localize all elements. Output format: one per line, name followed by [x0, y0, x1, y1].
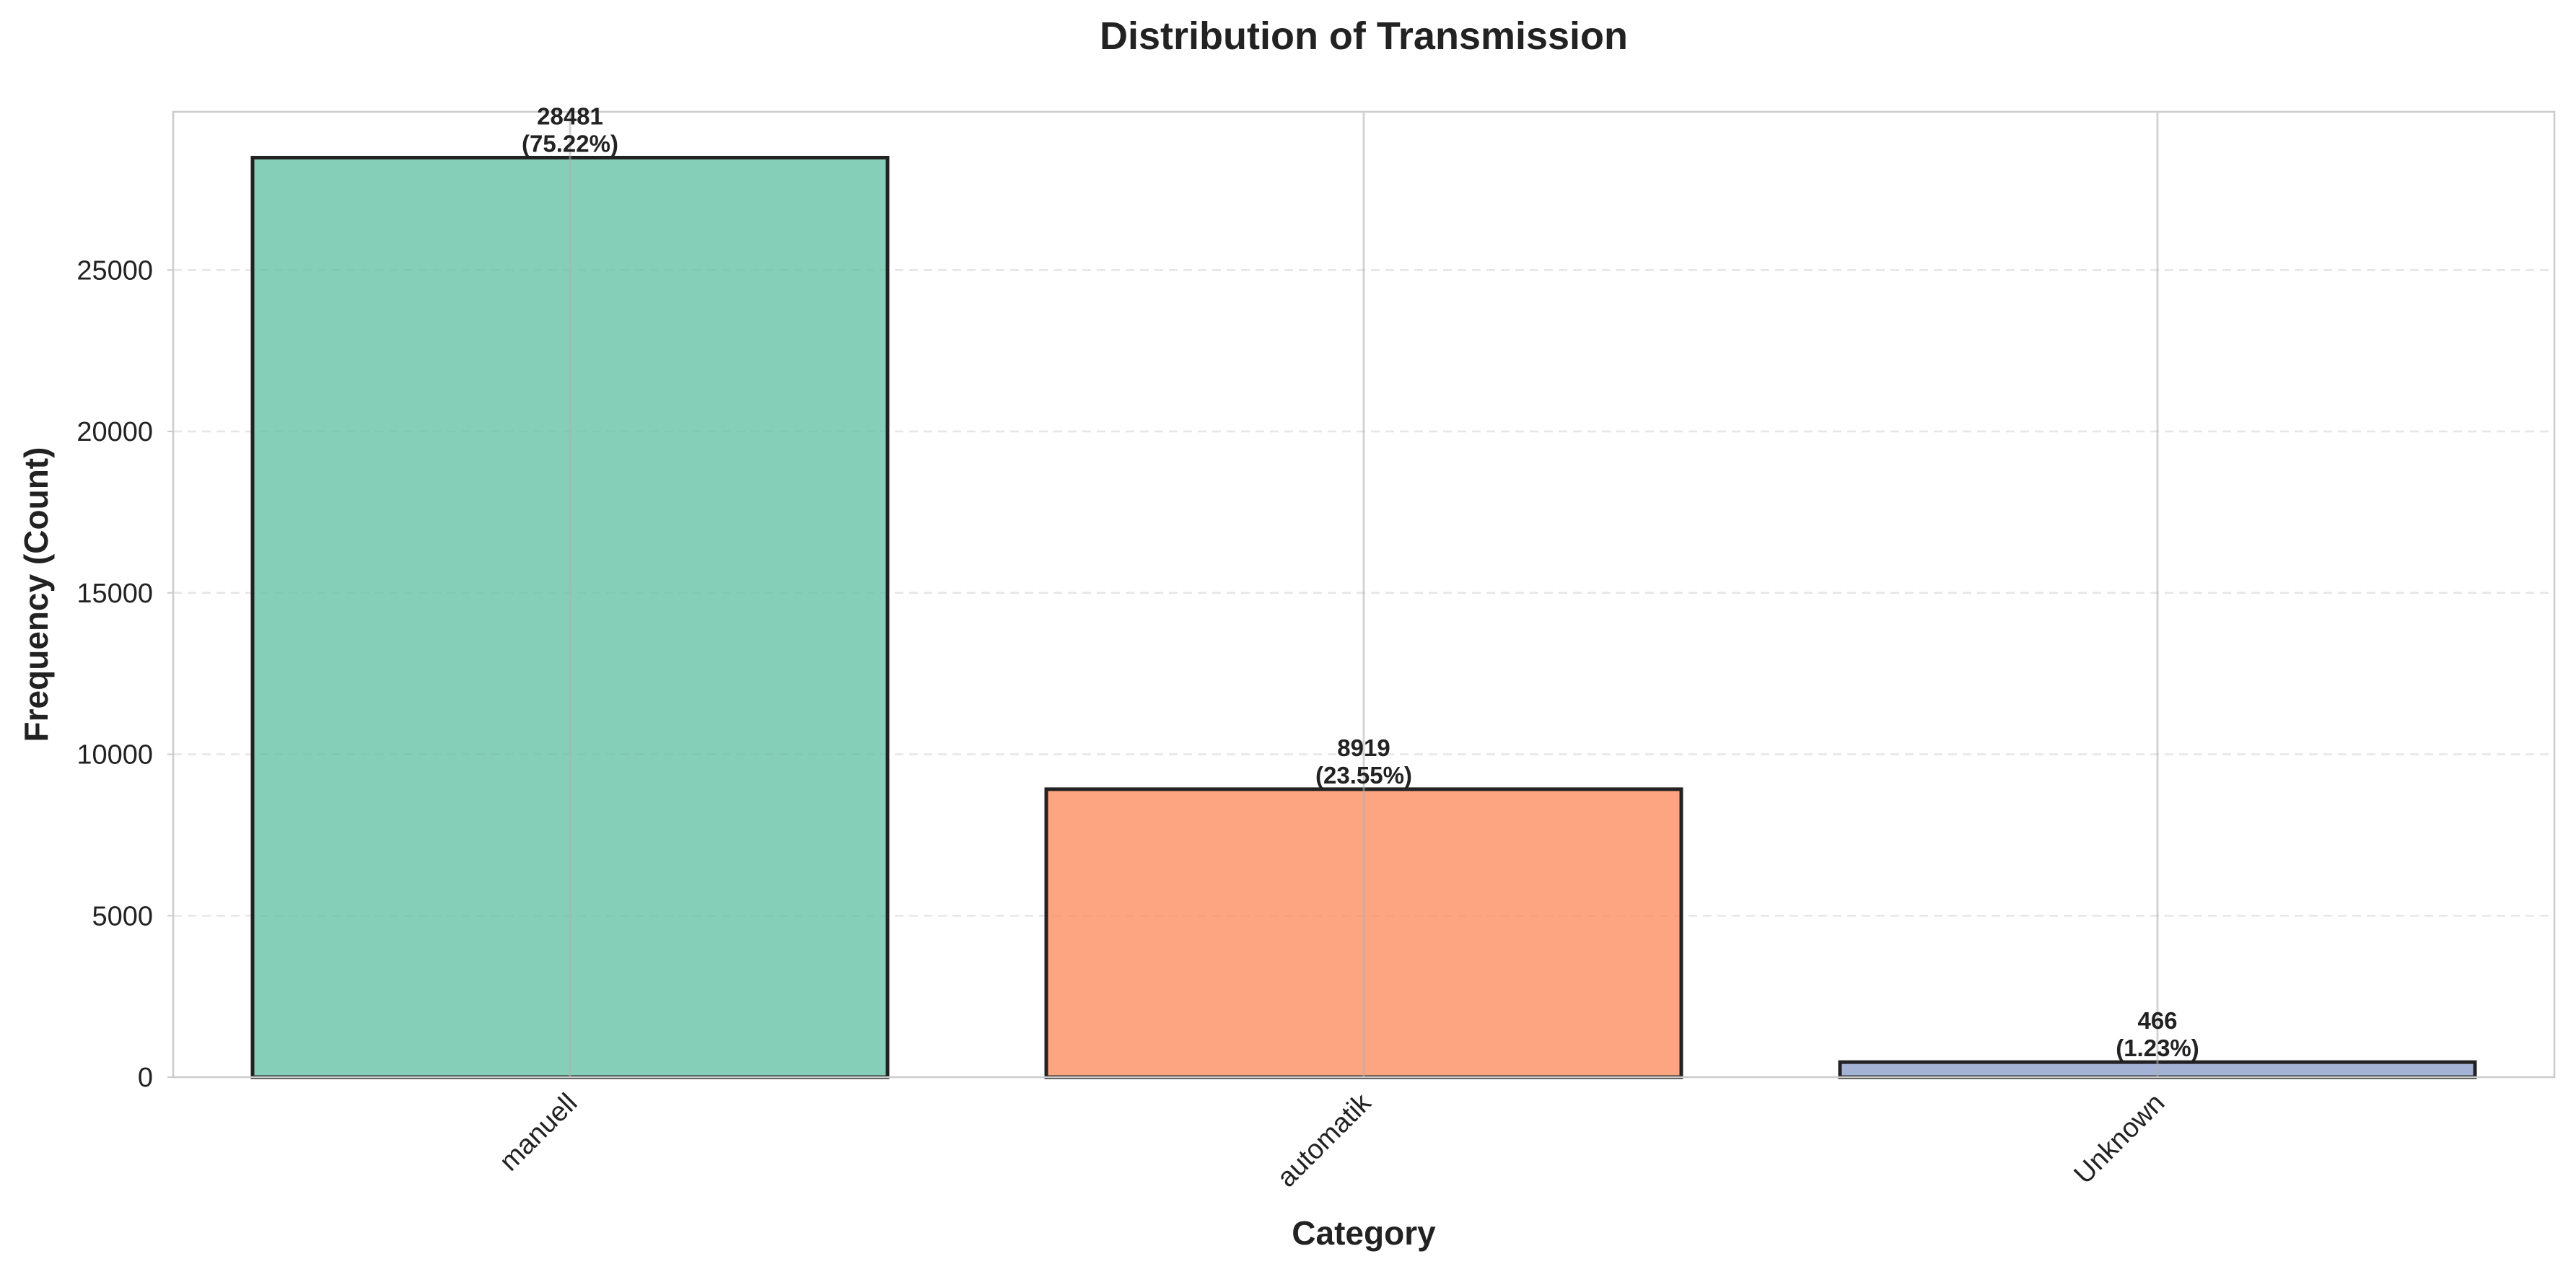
- bar-percent-label: (1.23%): [2116, 1035, 2199, 1061]
- y-tick-label: 15000: [76, 579, 153, 609]
- y-axis-label: Frequency (Count): [17, 447, 55, 742]
- y-tick-label: 5000: [92, 901, 153, 931]
- x-axis-label: Category: [1292, 1214, 1436, 1252]
- bar-value-label: 8919: [1337, 734, 1390, 761]
- y-tick-label: 20000: [76, 417, 153, 447]
- chart-title: Distribution of Transmission: [1100, 14, 1628, 58]
- y-axis-ticks: 0 5000 10000 15000 20000 25000: [76, 255, 173, 1093]
- data-labels-layer: 28481(75.22%) 8919(23.55%) 466(1.23%): [522, 102, 2199, 1061]
- bar-percent-label: (75.22%): [522, 130, 618, 157]
- y-tick-label: 10000: [76, 740, 153, 771]
- plot-frame: [172, 110, 2556, 1079]
- y-tick-label: 25000: [76, 255, 153, 286]
- bar-value-label: 466: [2137, 1007, 2177, 1034]
- y-tick-label: 0: [138, 1063, 153, 1093]
- bar-value-label: 28481: [537, 102, 603, 129]
- vertical-grid-layer: [569, 112, 2159, 1077]
- bar-percent-label: (23.55%): [1315, 762, 1412, 789]
